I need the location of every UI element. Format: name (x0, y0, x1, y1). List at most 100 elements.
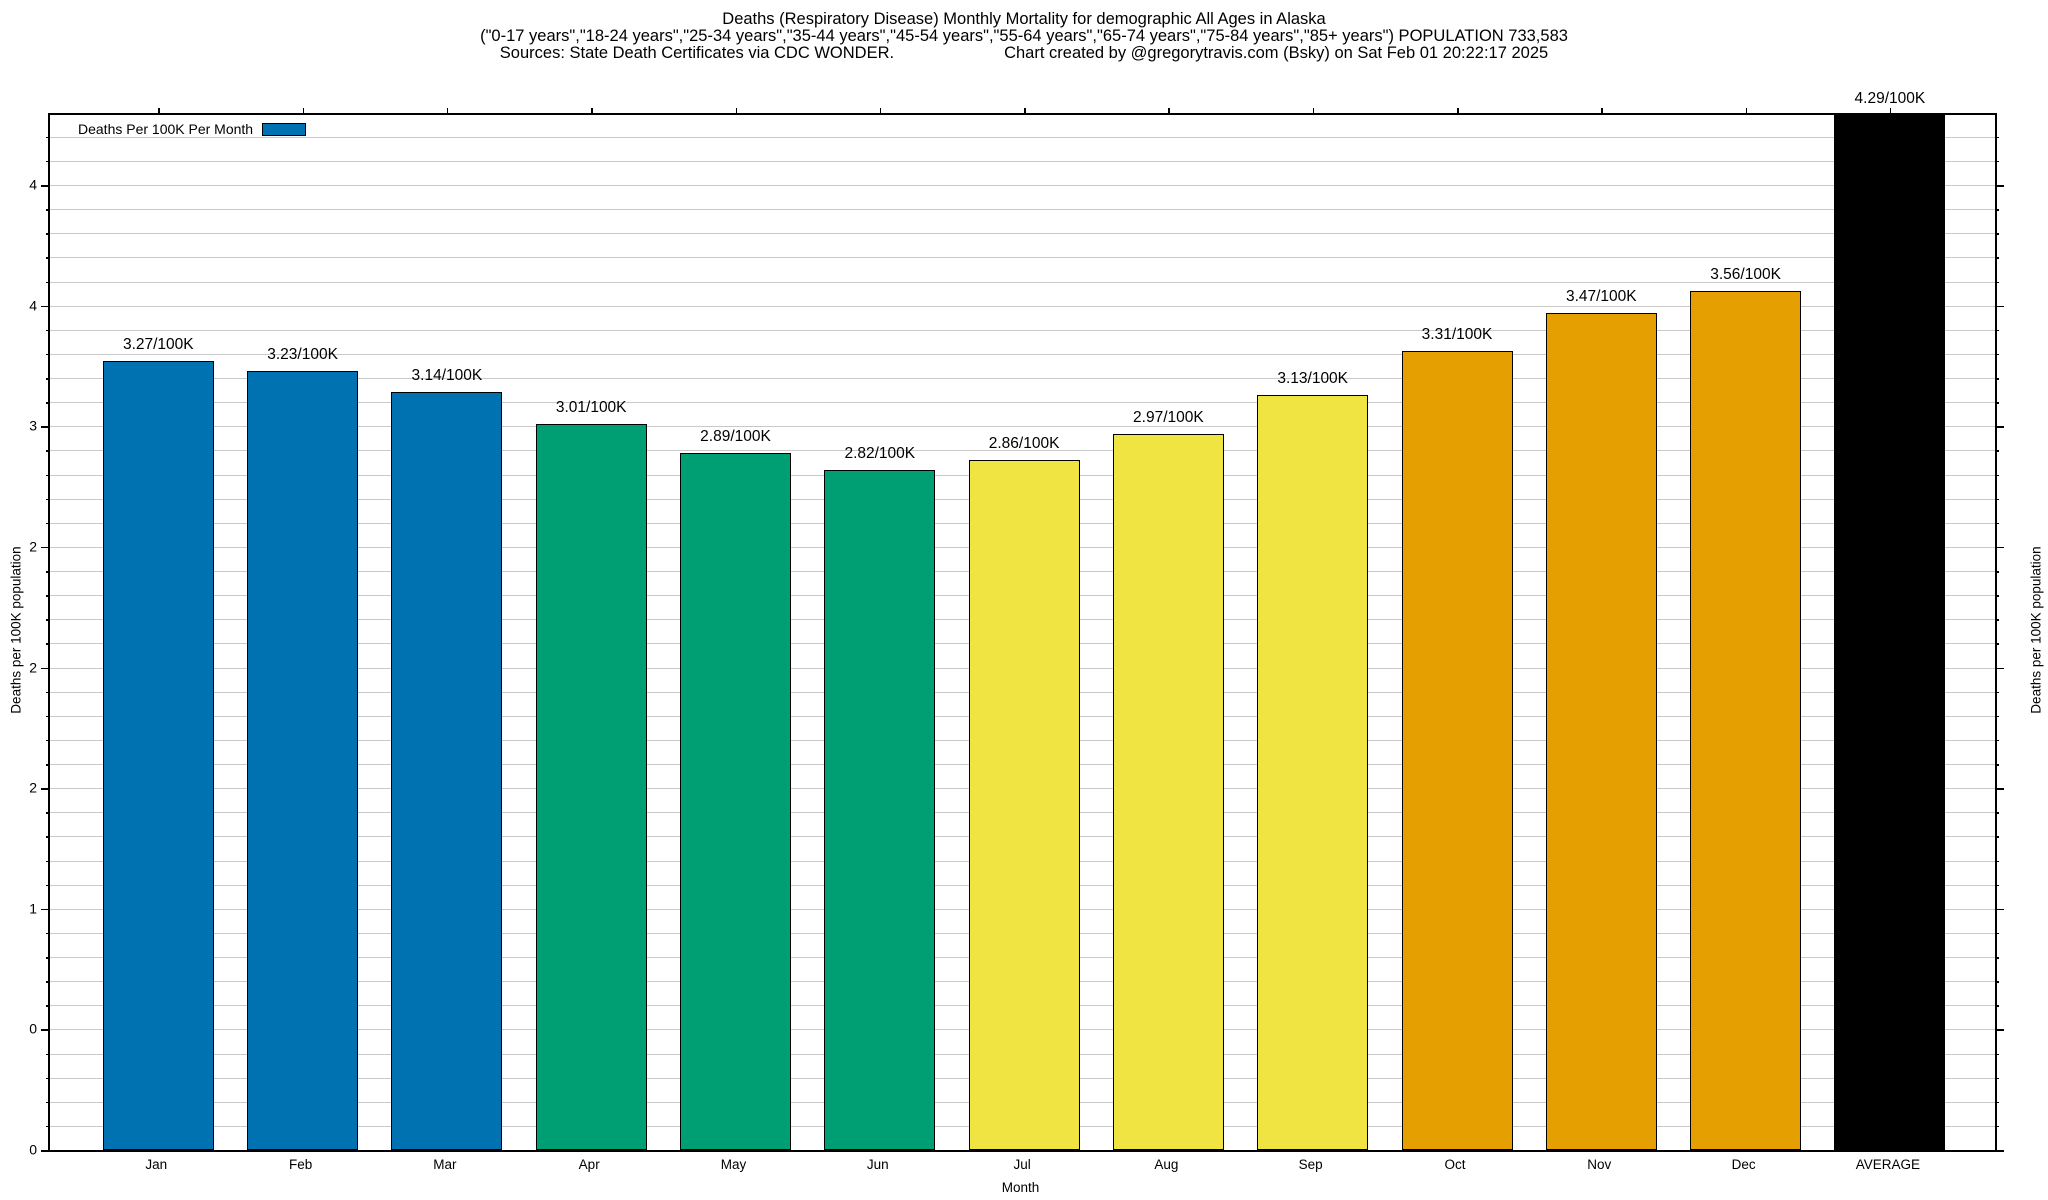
y-minor-tick (46, 402, 50, 404)
bar (1545, 312, 1657, 1150)
y-major-tick (1995, 1029, 2004, 1031)
x-tick-label: May (720, 1157, 747, 1172)
top-axis-tick (879, 108, 882, 115)
y-minor-tick (46, 450, 50, 452)
y-major-tick (1995, 788, 2004, 790)
y-minor-tick (46, 836, 50, 838)
y-minor-tick (46, 812, 50, 814)
y-tick-label: 3 (29, 417, 37, 434)
y-minor-tick (46, 257, 50, 259)
y-axis-title-right: Deaths per 100K population (2028, 546, 2044, 714)
y-minor-tick (46, 281, 50, 283)
bar-value-label: 2.89/100K (700, 427, 771, 445)
y-minor-tick (46, 378, 50, 380)
y-minor-tick (46, 1125, 50, 1128)
y-tick-label: 1 (29, 900, 37, 917)
bar (680, 452, 791, 1150)
y-minor-tick (46, 571, 50, 573)
y-minor-tick (46, 932, 50, 935)
bar-value-label: 2.97/100K (1133, 408, 1204, 426)
y-major-tick (41, 426, 50, 428)
y-minor-tick (1995, 932, 1999, 935)
y-tick-label: 2 (29, 659, 37, 676)
y-minor-tick (46, 715, 50, 718)
y-minor-tick (1995, 281, 1999, 283)
chart-title: Deaths (Respiratory Disease) Monthly Mor… (722, 10, 1326, 28)
top-axis-tick (1889, 108, 1892, 115)
top-axis-tick (591, 108, 593, 115)
y-minor-tick (1995, 836, 1999, 838)
y-major-tick (41, 788, 50, 790)
y-minor-tick (1995, 957, 1999, 959)
legend-label: Deaths Per 100K Per Month (78, 121, 254, 137)
y-minor-tick (46, 884, 50, 887)
x-tick-label: Apr (578, 1157, 600, 1172)
y-minor-tick (1995, 209, 1999, 211)
y-major-tick (41, 667, 50, 669)
y-minor-tick (1995, 764, 1999, 766)
y-minor-tick (1995, 595, 1999, 597)
y-minor-tick (46, 353, 50, 356)
bar (1112, 433, 1224, 1150)
y-major-tick (41, 1150, 50, 1152)
bar-value-label: 3.01/100K (555, 398, 627, 416)
y-minor-tick (1995, 474, 1999, 476)
x-tick-label: Feb (288, 1157, 313, 1172)
credit-text: Chart created by @gregorytravis.com (Bsk… (1004, 44, 1549, 62)
gridline (50, 257, 1995, 259)
plot-area: Deaths Per 100K Per Month 0 0 1 2 2 2 3 4 4 3.27/… (29, 90, 2004, 1158)
gridline (50, 209, 1995, 211)
y-minor-tick (1995, 1053, 1999, 1055)
x-tick-label: Jun (866, 1157, 889, 1172)
top-axis-tick (158, 108, 160, 115)
y-minor-tick (46, 498, 50, 501)
bar-value-label: 3.13/100K (1277, 369, 1349, 387)
bar (1690, 291, 1802, 1150)
y-minor-tick (1995, 378, 1999, 380)
y-major-tick (1995, 1150, 2004, 1152)
y-minor-tick (1995, 353, 1999, 356)
gridline (50, 305, 1995, 307)
gridline (50, 185, 1995, 186)
x-axis-title: Month (1001, 1180, 1040, 1195)
y-minor-tick (46, 595, 50, 597)
y-minor-tick (1995, 233, 1999, 235)
y-minor-tick (46, 136, 50, 139)
y-minor-tick (46, 522, 50, 525)
y-major-tick (41, 185, 50, 187)
bar-value-label: 3.56/100K (1710, 266, 1781, 284)
y-major-tick (1995, 667, 2004, 669)
y-major-tick (41, 908, 50, 911)
y-minor-tick (46, 329, 50, 332)
bar (247, 370, 359, 1150)
y-minor-tick (1995, 498, 1999, 501)
gridline (50, 378, 1995, 379)
y-major-tick (41, 305, 50, 308)
y-minor-tick (46, 691, 50, 694)
top-axis-tick (1457, 108, 1459, 115)
y-minor-tick (1995, 450, 1999, 452)
gridline (50, 426, 1995, 428)
y-tick-label: 2 (29, 779, 37, 796)
top-axis-tick (1168, 108, 1170, 115)
y-minor-tick (1995, 860, 1999, 862)
y-minor-tick (1995, 981, 1999, 983)
gridline (50, 160, 1995, 162)
bar (1257, 394, 1369, 1150)
gridline (50, 402, 1995, 404)
gridline (50, 353, 1995, 355)
y-minor-tick (1995, 691, 1999, 694)
bar-value-label: 2.86/100K (988, 435, 1060, 452)
y-tick-label: 2 (29, 538, 37, 555)
y-minor-tick (46, 233, 50, 235)
x-tick-label: Jan (145, 1157, 168, 1172)
gridline (50, 136, 1995, 138)
y-major-tick (1995, 546, 2004, 549)
bar-value-label: 3.23/100K (267, 345, 338, 363)
top-axis-tick (446, 108, 449, 115)
gridline (50, 233, 1995, 235)
y-minor-tick (46, 160, 50, 163)
bar (102, 361, 214, 1150)
y-tick-label: 4 (29, 297, 37, 314)
